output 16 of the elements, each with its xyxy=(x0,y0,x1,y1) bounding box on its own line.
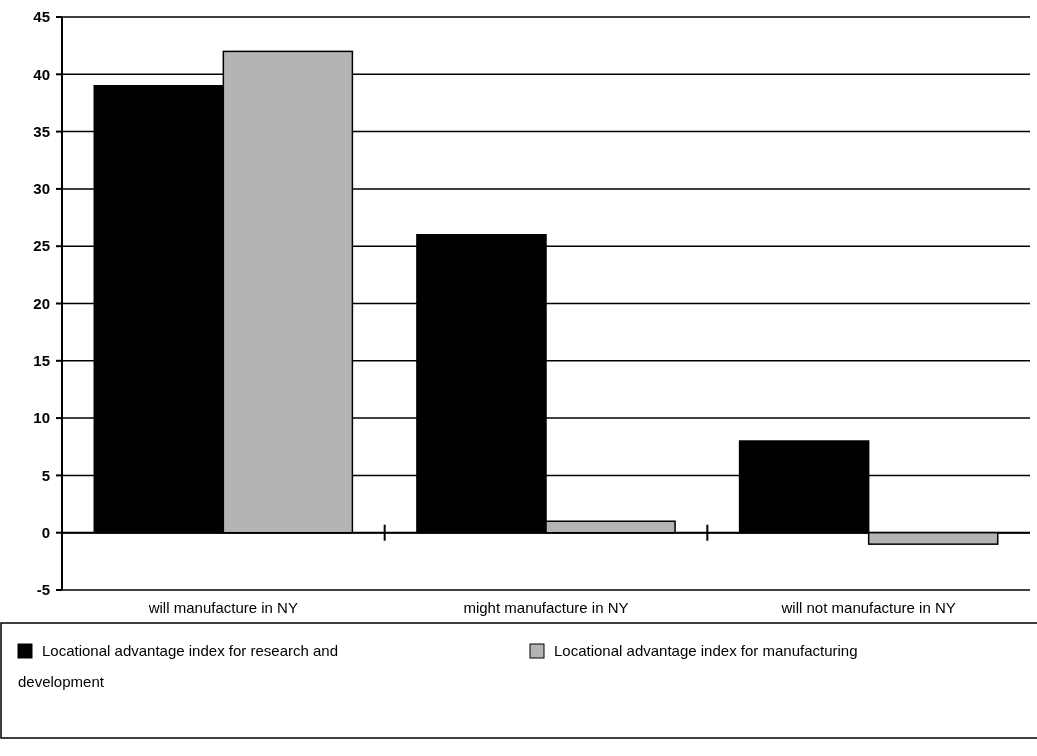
y-tick-label: 40 xyxy=(33,65,50,83)
y-tick-label: 15 xyxy=(33,352,50,370)
legend-label: Locational advantage index for research and development xyxy=(18,642,339,690)
y-tick-label: 30 xyxy=(33,180,50,198)
x-tick-label: might manufacture in NY xyxy=(463,599,629,616)
y-tick-label: 35 xyxy=(33,122,50,140)
y-tick-label: 45 xyxy=(33,8,50,26)
y-tick-label: 0 xyxy=(41,523,50,541)
y-tick-label: 20 xyxy=(33,294,50,312)
y-tick-label: 25 xyxy=(33,237,50,255)
y-tick-label: 5 xyxy=(41,466,50,484)
legend-label: Locational advantage index for manufacturing xyxy=(554,642,858,659)
y-tick-label: -5 xyxy=(36,581,50,599)
x-tick-label: will not manufacture in NY xyxy=(780,599,956,616)
x-tick-label: will manufacture in NY xyxy=(147,599,298,616)
y-tick-label: 10 xyxy=(33,409,50,427)
